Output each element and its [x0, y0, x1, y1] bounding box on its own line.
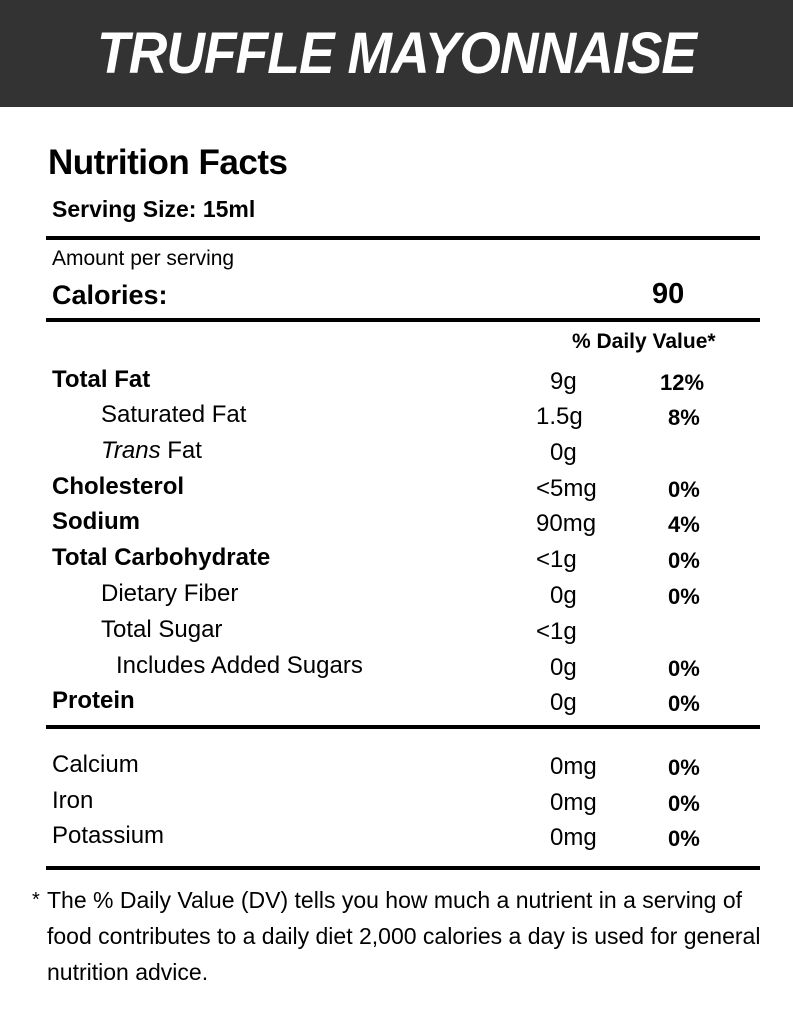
- nutrient-row-dietary-fiber: Dietary Fiber 0g 0%: [0, 580, 793, 614]
- nutrient-name: Saturated Fat: [101, 401, 247, 428]
- nutrient-amount: 0g: [550, 582, 577, 609]
- footnote-text: The % Daily Value (DV) tells you how muc…: [47, 887, 761, 985]
- nutrient-row-saturated-fat: Saturated Fat 1.5g 8%: [0, 401, 793, 435]
- nutrient-daily-value: 0%: [668, 656, 700, 681]
- nutrient-amount: 0g: [550, 654, 577, 681]
- mineral-row-potassium: Potassium 0mg 0%: [0, 822, 793, 856]
- serving-size: Serving Size: 15ml: [52, 196, 256, 222]
- mineral-amount: 0mg: [550, 824, 597, 851]
- nutrient-amount: <1g: [536, 618, 577, 645]
- trans-rest-text: Fat: [160, 437, 202, 464]
- nutrient-amount: 9g: [550, 368, 577, 395]
- nutrient-amount: 0g: [550, 689, 577, 716]
- nutrient-daily-value: 0%: [668, 691, 700, 716]
- nutrient-row-total-fat: Total Fat 9g 12%: [0, 366, 793, 400]
- nutrient-amount: 1.5g: [536, 403, 583, 430]
- nutrient-row-cholesterol: Cholesterol <5mg 0%: [0, 473, 793, 507]
- nutrient-row-sodium: Sodium 90mg 4%: [0, 508, 793, 542]
- nutrient-name: Dietary Fiber: [101, 580, 239, 607]
- divider-thick: [46, 236, 760, 240]
- footnote: * The % Daily Value (DV) tells you how m…: [30, 882, 775, 990]
- nutrient-name: Total Carbohydrate: [52, 544, 271, 571]
- nutrient-name: Protein: [52, 687, 135, 714]
- mineral-row-iron: Iron 0mg 0%: [0, 787, 793, 821]
- calories-value: 90: [652, 278, 685, 310]
- trans-italic-text: Trans: [101, 437, 161, 464]
- nutrient-row-total-sugar: Total Sugar <1g: [0, 616, 793, 650]
- nutrient-name: Total Fat: [52, 366, 151, 393]
- nutrient-daily-value: 0%: [668, 584, 700, 609]
- nutrient-daily-value: 12%: [660, 370, 705, 395]
- nutrient-row-protein: Protein 0g 0%: [0, 687, 793, 721]
- mineral-amount: 0mg: [550, 753, 597, 780]
- divider-thick: [46, 725, 760, 729]
- nutrient-amount: 90mg: [536, 510, 597, 537]
- nutrient-amount: <1g: [536, 546, 577, 573]
- nutrient-daily-value: 8%: [668, 405, 700, 430]
- divider-thick: [46, 318, 760, 322]
- nutrition-facts-title: Nutrition Facts: [48, 143, 288, 182]
- divider-thick: [46, 866, 760, 870]
- nutrient-row-trans-fat: Trans Fat 0g: [0, 437, 793, 471]
- nutrient-name: Total Sugar: [101, 616, 223, 643]
- nutrient-name: Sodium: [52, 508, 140, 535]
- mineral-name: Iron: [52, 787, 94, 814]
- nutrient-row-total-carbohydrate: Total Carbohydrate <1g 0%: [0, 544, 793, 578]
- mineral-name: Calcium: [52, 751, 139, 778]
- header-banner: TRUFFLE MAYONNAISE: [0, 0, 793, 107]
- mineral-name: Potassium: [52, 822, 165, 849]
- mineral-daily-value: 0%: [668, 755, 700, 780]
- mineral-daily-value: 0%: [668, 826, 700, 851]
- mineral-amount: 0mg: [550, 789, 597, 816]
- nutrient-amount: <5mg: [536, 475, 597, 502]
- nutrient-amount: 0g: [550, 439, 577, 466]
- product-title: TRUFFLE MAYONNAISE: [96, 21, 697, 86]
- mineral-row-calcium: Calcium 0mg 0%: [0, 751, 793, 785]
- calories-label: Calories:: [52, 280, 168, 310]
- nutrient-name: Trans Fat: [101, 437, 202, 465]
- mineral-daily-value: 0%: [668, 791, 700, 816]
- nutrient-name: Cholesterol: [52, 473, 185, 500]
- daily-value-header: % Daily Value*: [572, 330, 716, 353]
- amount-per-serving: Amount per serving: [52, 247, 235, 270]
- footnote-asterisk: *: [32, 889, 40, 911]
- nutrient-name: Includes Added Sugars: [116, 652, 363, 679]
- nutrient-daily-value: 4%: [668, 512, 700, 537]
- nutrient-row-added-sugars: Includes Added Sugars 0g 0%: [0, 652, 793, 686]
- nutrient-daily-value: 0%: [668, 477, 700, 502]
- nutrient-daily-value: 0%: [668, 548, 700, 573]
